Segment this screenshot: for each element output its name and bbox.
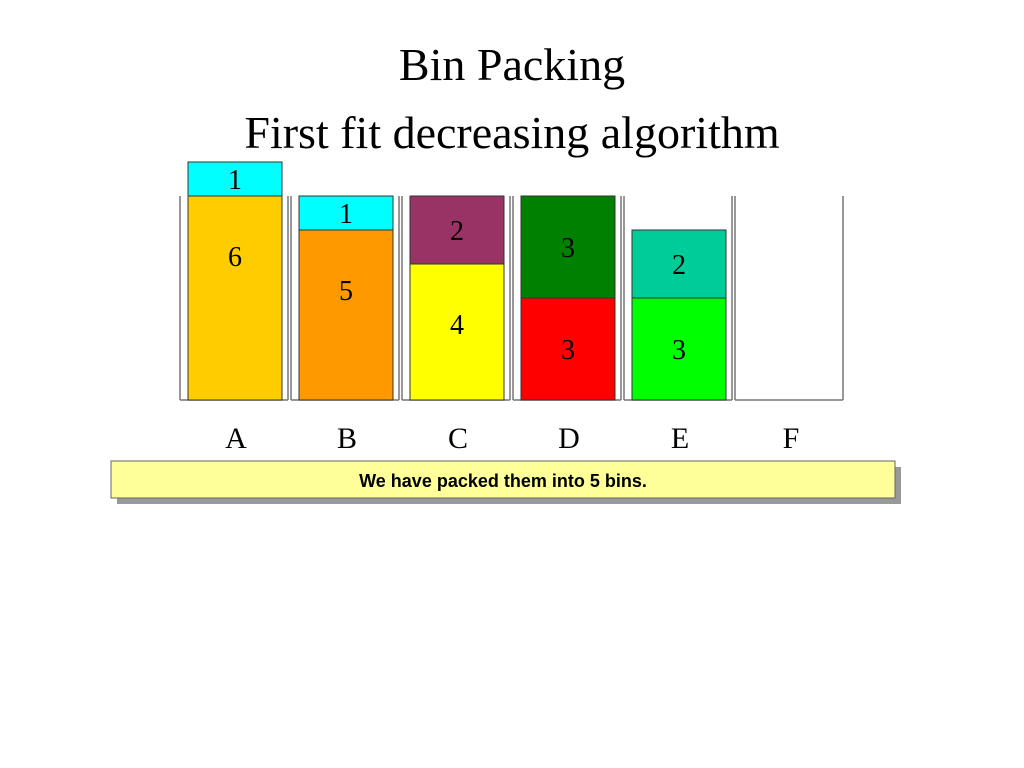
item-block [298, 195, 394, 231]
item-block [187, 161, 283, 197]
item-size: 6 [228, 242, 242, 273]
item-block [409, 195, 505, 265]
item-block [631, 229, 727, 299]
title-line: First fit decreasing algorithm [244, 107, 779, 158]
item-size: 4 [450, 310, 464, 341]
bin-label: C [448, 422, 468, 455]
item-size: 1 [339, 199, 353, 230]
item-block [187, 195, 283, 401]
bin-label: A [225, 422, 247, 455]
item-block [520, 195, 616, 299]
bin-label: E [671, 422, 689, 455]
bin-label: B [337, 422, 357, 455]
item-block [520, 297, 616, 401]
caption: We have packed them into 5 bins. [359, 471, 647, 491]
item-block [631, 297, 727, 401]
item-size: 3 [561, 335, 575, 366]
item-size: 5 [339, 276, 353, 307]
title-line: Bin Packing [399, 39, 625, 90]
bin-label: F [783, 422, 800, 455]
bins: 6 1 A 5 1 B 4 2 C 3 3 D 3 2 E F [179, 161, 844, 455]
item-size: 2 [672, 250, 686, 281]
bin-label: D [558, 422, 580, 455]
item-size: 2 [450, 216, 464, 247]
item-block [298, 229, 394, 401]
item-size: 1 [228, 165, 242, 196]
item-size: 3 [672, 335, 686, 366]
caption-box [110, 460, 896, 499]
item-size: 3 [561, 233, 575, 264]
